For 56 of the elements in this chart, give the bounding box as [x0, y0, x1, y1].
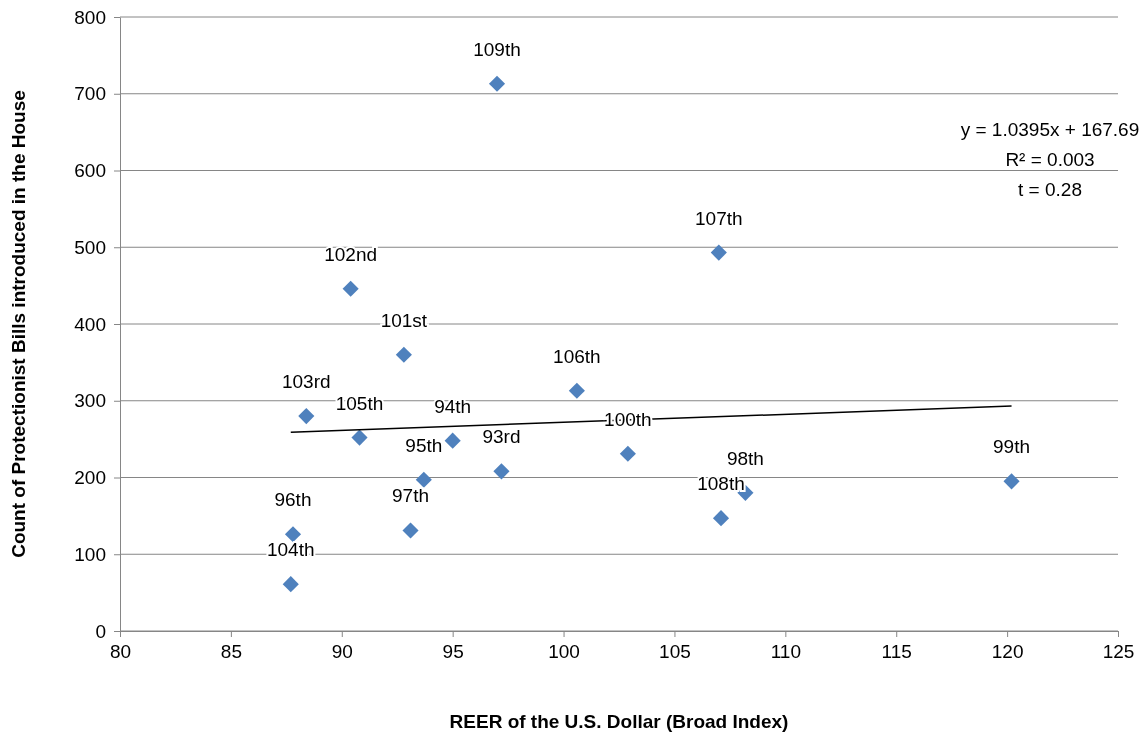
annotation: 94th [434, 395, 472, 417]
y-tick-label: 800 [74, 6, 106, 28]
point [568, 382, 585, 399]
y-tick-label: 500 [74, 236, 106, 258]
annotation: 103rd [281, 371, 331, 393]
x-tick-label: 95 [442, 641, 464, 663]
annotation: R² = 0.003 [1005, 149, 1095, 170]
y-tick-label: 200 [74, 467, 106, 489]
point [619, 445, 636, 462]
point [284, 526, 302, 543]
point [415, 471, 432, 488]
point [488, 75, 506, 92]
point [342, 280, 359, 297]
x-tick-label: 100 [548, 641, 580, 663]
point [298, 408, 315, 425]
x-tick-label: 80 [109, 641, 132, 663]
annotation: 93rd [482, 426, 521, 448]
annotation: 109th [473, 38, 521, 60]
annotation: 108th [697, 473, 745, 495]
y-tick-label: 400 [74, 313, 106, 335]
annotation: 107th [695, 207, 743, 229]
annotation: 95th [405, 434, 443, 456]
y-tick-label: 700 [74, 83, 106, 105]
x-axis-title: REER of the U.S. Dollar (Broad Index) [449, 711, 789, 732]
y-axis-title: Count of Protectionist Bills introduced in the House [8, 90, 29, 558]
annotation: 104th [267, 539, 315, 561]
annotation: 99th [993, 436, 1031, 458]
y-tick-label: 100 [74, 543, 106, 565]
y-tick-label: 300 [74, 390, 106, 412]
annotation: y = 1.0395x + 167.69 [960, 119, 1140, 140]
x-tick-label: 120 [991, 641, 1024, 663]
annotation: 106th [553, 345, 601, 367]
annotation: 102nd [324, 243, 378, 265]
x-tick-label: 105 [659, 641, 691, 663]
point [710, 244, 727, 261]
x-tick-label: 110 [770, 641, 801, 663]
point [351, 429, 368, 446]
annotation: 101st [380, 309, 428, 331]
annotation: 96th [274, 489, 312, 511]
x-tick-label: 85 [220, 641, 242, 663]
annotation: 97th [392, 485, 430, 507]
y-tick-label: 600 [74, 160, 106, 182]
point [1003, 473, 1020, 490]
annotation: 98th [726, 447, 764, 469]
y-tick-label: 0 [95, 620, 106, 642]
point [282, 576, 299, 593]
point [493, 463, 510, 480]
x-tick-label: 125 [1102, 641, 1135, 663]
point [402, 522, 419, 539]
annotation: 105th [335, 392, 384, 414]
point [395, 346, 412, 363]
point [712, 510, 730, 527]
annotation: t = 0.28 [1018, 179, 1082, 200]
x-tick-label: 115 [881, 641, 912, 663]
x-tick-label: 90 [331, 641, 353, 663]
point [444, 432, 461, 449]
